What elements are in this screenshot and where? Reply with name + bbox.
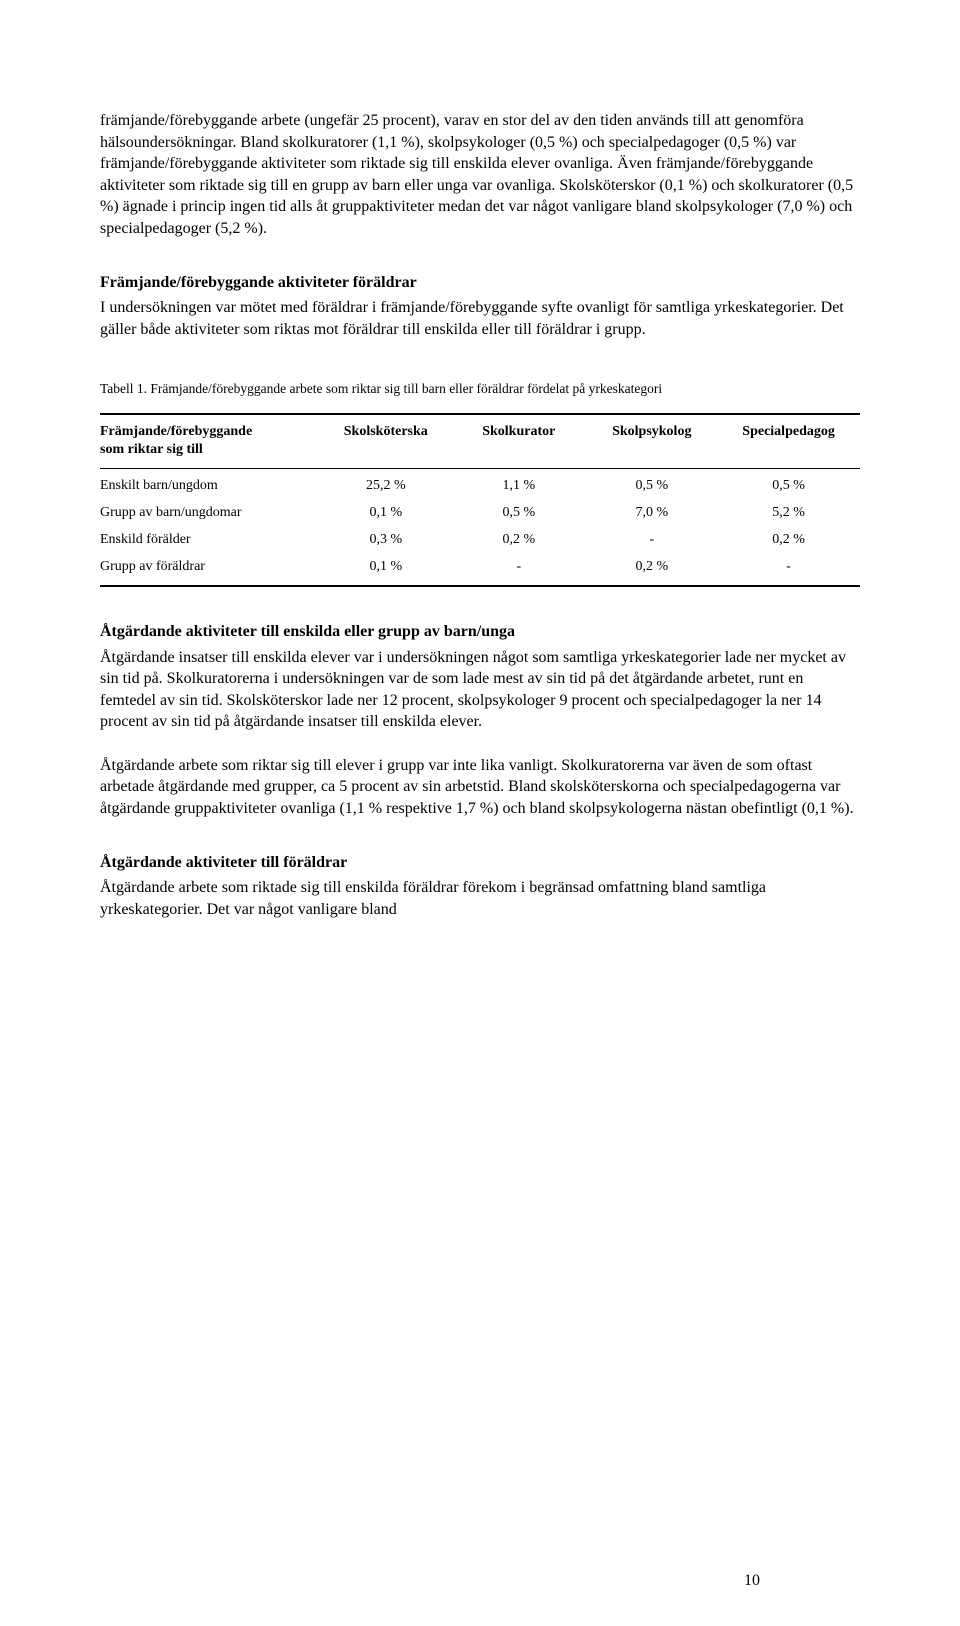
header-line: som riktar sig till bbox=[100, 442, 203, 457]
table-header-cell: Skolsköterska bbox=[320, 414, 457, 469]
body-paragraph: Åtgärdande arbete som riktade sig till e… bbox=[100, 877, 860, 920]
table-row: Grupp av föräldrar 0,1 % - 0,2 % - bbox=[100, 554, 860, 586]
table-cell: 0,2 % bbox=[586, 554, 723, 586]
body-paragraph: Åtgärdande arbete som riktar sig till el… bbox=[100, 755, 860, 820]
table-row: Grupp av barn/ungdomar 0,1 % 0,5 % 7,0 %… bbox=[100, 500, 860, 527]
data-table: Främjande/förebyggande som riktar sig ti… bbox=[100, 413, 860, 587]
table-cell: 0,2 % bbox=[723, 527, 860, 554]
table-header-cell: Skolpsykolog bbox=[586, 414, 723, 469]
table-cell: 1,1 % bbox=[457, 469, 586, 500]
table-cell: 0,5 % bbox=[723, 469, 860, 500]
table-cell: 25,2 % bbox=[320, 469, 457, 500]
page-number: 10 bbox=[744, 1570, 760, 1592]
table-header-cell: Specialpedagog bbox=[723, 414, 860, 469]
table-cell: - bbox=[723, 554, 860, 586]
table-cell: 0,1 % bbox=[320, 554, 457, 586]
table-cell: - bbox=[586, 527, 723, 554]
body-paragraph: I undersökningen var mötet med föräldrar… bbox=[100, 297, 860, 340]
table-cell: 0,2 % bbox=[457, 527, 586, 554]
table-cell: - bbox=[457, 554, 586, 586]
table-cell: Enskild förälder bbox=[100, 527, 320, 554]
table-caption: Tabell 1. Främjande/förebyggande arbete … bbox=[100, 380, 860, 398]
body-paragraph: främjande/förebyggande arbete (ungefär 2… bbox=[100, 110, 860, 240]
table-row: Enskild förälder 0,3 % 0,2 % - 0,2 % bbox=[100, 527, 860, 554]
table-header-row: Främjande/förebyggande som riktar sig ti… bbox=[100, 414, 860, 469]
header-line: Främjande/förebyggande bbox=[100, 424, 252, 439]
table-row: Enskilt barn/ungdom 25,2 % 1,1 % 0,5 % 0… bbox=[100, 469, 860, 500]
body-paragraph: Åtgärdande insatser till enskilda elever… bbox=[100, 647, 860, 733]
table-cell: Grupp av föräldrar bbox=[100, 554, 320, 586]
table-cell: Enskilt barn/ungdom bbox=[100, 469, 320, 500]
section-heading: Åtgärdande aktiviteter till enskilda ell… bbox=[100, 621, 860, 643]
table-header-cell: Främjande/förebyggande som riktar sig ti… bbox=[100, 414, 320, 469]
table-cell: 0,5 % bbox=[457, 500, 586, 527]
section-heading: Främjande/förebyggande aktiviteter föräl… bbox=[100, 272, 860, 294]
section-heading: Åtgärdande aktiviteter till föräldrar bbox=[100, 852, 860, 874]
table-cell: 7,0 % bbox=[586, 500, 723, 527]
table-cell: 5,2 % bbox=[723, 500, 860, 527]
table-header-cell: Skolkurator bbox=[457, 414, 586, 469]
table-cell: Grupp av barn/ungdomar bbox=[100, 500, 320, 527]
table-cell: 0,5 % bbox=[586, 469, 723, 500]
table-cell: 0,3 % bbox=[320, 527, 457, 554]
table-cell: 0,1 % bbox=[320, 500, 457, 527]
